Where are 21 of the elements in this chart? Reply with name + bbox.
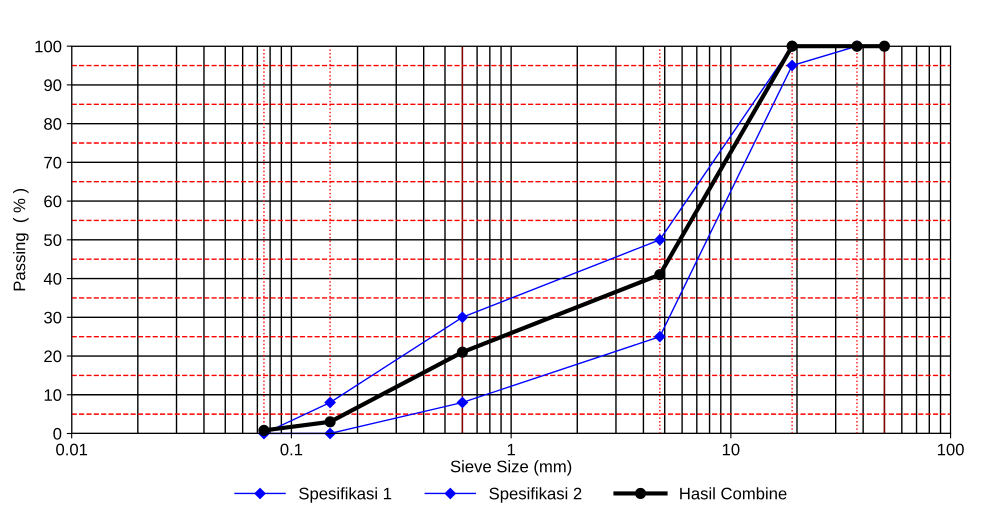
y-tick-label: 70 xyxy=(44,156,62,169)
y-axis-title: Passing ( % ) xyxy=(13,188,29,290)
y-tick-label: 50 xyxy=(44,234,62,246)
legend-label: Spesifikasi 2 xyxy=(489,487,582,503)
y-tick-label: 10 xyxy=(44,389,62,401)
y-tick-label: 0 xyxy=(53,428,62,440)
y-tick-label: 80 xyxy=(44,118,62,130)
x-tick-label: 100 xyxy=(938,444,964,456)
x-tick-label: 10 xyxy=(722,444,740,456)
legend-label: Hasil Combine xyxy=(680,487,786,500)
x-tick-label: 0.1 xyxy=(280,444,302,456)
y-tick-label: 90 xyxy=(44,79,62,92)
y-tick-label: 20 xyxy=(44,350,62,362)
x-tick-label: 1 xyxy=(508,444,515,456)
y-tick-label: 60 xyxy=(44,195,62,208)
x-axis-title: Sieve Size (mm) xyxy=(450,460,572,476)
legend-label: Spesifikasi 1 xyxy=(299,487,392,503)
y-tick-label: 30 xyxy=(44,312,62,324)
y-tick-label: 100 xyxy=(35,40,62,52)
y-tick-label: 40 xyxy=(44,272,62,285)
x-tick-label: 0.01 xyxy=(56,444,88,456)
